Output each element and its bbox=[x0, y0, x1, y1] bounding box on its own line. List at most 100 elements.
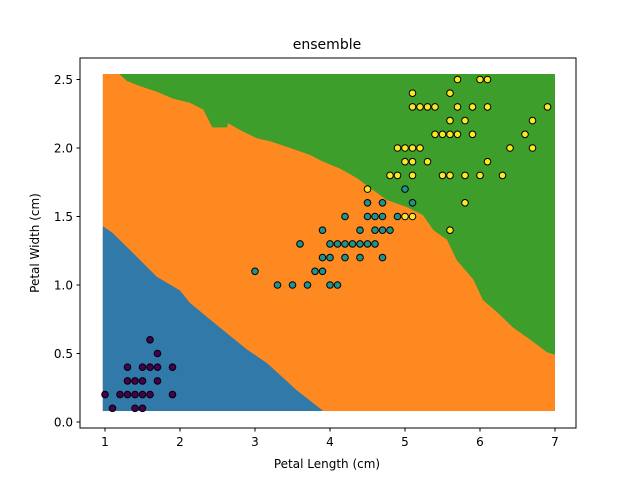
data-point-class-2 bbox=[446, 89, 454, 97]
data-point-class-2 bbox=[483, 157, 492, 166]
data-point-class-2 bbox=[446, 226, 454, 234]
data-point-class-2 bbox=[438, 171, 447, 180]
data-point-class-0 bbox=[123, 390, 132, 399]
y-axis-ticks: 0.0 0.5 1.0 1.5 2.0 2.5 bbox=[54, 73, 80, 430]
data-point-class-1 bbox=[273, 281, 282, 289]
data-point-class-0 bbox=[153, 377, 162, 385]
data-point-class-1 bbox=[386, 226, 394, 234]
data-point-class-1 bbox=[318, 226, 327, 234]
data-point-class-2 bbox=[401, 157, 409, 166]
data-point-class-2 bbox=[506, 144, 514, 152]
data-point-class-0 bbox=[116, 390, 124, 399]
data-point-class-1 bbox=[356, 226, 364, 234]
chart-title: ensemble bbox=[293, 37, 361, 53]
y-tick-label: 2.5 bbox=[54, 73, 73, 87]
data-point-class-2 bbox=[453, 103, 462, 111]
data-point-class-0 bbox=[123, 377, 132, 385]
y-tick-label: 0.0 bbox=[54, 416, 73, 430]
data-point-class-2 bbox=[476, 171, 484, 180]
data-point-class-1 bbox=[288, 281, 297, 289]
data-point-class-2 bbox=[446, 116, 454, 125]
data-point-class-2 bbox=[408, 89, 417, 97]
data-point-class-2 bbox=[431, 103, 439, 111]
data-point-class-2 bbox=[446, 130, 454, 139]
data-point-class-1 bbox=[303, 281, 312, 289]
data-point-class-1 bbox=[371, 212, 379, 221]
data-point-class-1 bbox=[393, 212, 402, 221]
data-point-class-2 bbox=[461, 171, 469, 180]
data-point-class-1 bbox=[378, 212, 387, 221]
data-point-class-0 bbox=[146, 390, 154, 399]
data-point-class-2 bbox=[498, 171, 507, 180]
x-tick-label: 5 bbox=[401, 435, 409, 449]
data-point-class-2 bbox=[483, 103, 492, 111]
data-point-class-1 bbox=[326, 281, 334, 289]
data-point-class-2 bbox=[408, 103, 417, 111]
data-point-class-0 bbox=[123, 363, 132, 372]
data-point-class-0 bbox=[138, 377, 147, 385]
data-point-class-0 bbox=[108, 404, 117, 413]
data-point-class-2 bbox=[386, 171, 394, 180]
data-point-class-2 bbox=[363, 185, 372, 193]
data-point-class-0 bbox=[168, 390, 177, 399]
data-point-class-2 bbox=[461, 199, 469, 207]
data-point-class-2 bbox=[423, 103, 432, 111]
axes-frame bbox=[79, 57, 577, 429]
data-point-class-2 bbox=[528, 144, 537, 152]
data-point-class-2 bbox=[483, 75, 492, 84]
data-point-class-1 bbox=[326, 253, 334, 262]
data-point-class-1 bbox=[341, 253, 349, 262]
data-point-class-2 bbox=[408, 212, 417, 221]
data-point-class-2 bbox=[446, 171, 454, 180]
y-tick-label: 1.5 bbox=[54, 210, 73, 224]
data-point-class-1 bbox=[371, 226, 379, 234]
y-tick-label: 1.0 bbox=[54, 279, 73, 293]
data-point-class-2 bbox=[453, 130, 462, 139]
x-tick-label: 2 bbox=[176, 435, 184, 449]
data-point-class-1 bbox=[251, 267, 259, 276]
data-point-class-1 bbox=[318, 253, 327, 262]
data-point-class-2 bbox=[416, 144, 424, 152]
data-point-class-1 bbox=[371, 240, 379, 248]
data-point-class-2 bbox=[401, 212, 409, 221]
x-tick-label: 4 bbox=[326, 435, 334, 449]
y-tick-label: 2.0 bbox=[54, 142, 73, 156]
data-point-class-1 bbox=[311, 267, 319, 276]
x-axis-label: Petal Length (cm) bbox=[274, 457, 380, 471]
data-point-class-2 bbox=[543, 103, 552, 111]
data-point-class-0 bbox=[146, 336, 154, 344]
data-point-class-1 bbox=[356, 240, 364, 248]
data-points bbox=[101, 75, 552, 413]
data-point-class-2 bbox=[393, 171, 402, 180]
data-point-class-2 bbox=[401, 144, 409, 152]
data-point-class-2 bbox=[408, 144, 417, 152]
data-point-class-0 bbox=[138, 390, 147, 399]
data-point-class-2 bbox=[423, 157, 432, 166]
data-point-class-1 bbox=[378, 199, 387, 207]
data-point-class-0 bbox=[131, 390, 139, 399]
data-point-class-0 bbox=[146, 363, 154, 372]
data-point-class-1 bbox=[378, 253, 387, 262]
data-point-class-2 bbox=[476, 75, 484, 84]
data-point-class-1 bbox=[356, 253, 364, 262]
x-tick-label: 3 bbox=[251, 435, 259, 449]
data-point-class-0 bbox=[153, 349, 162, 358]
data-point-class-2 bbox=[521, 130, 529, 139]
data-point-class-2 bbox=[438, 130, 447, 139]
data-point-class-1 bbox=[326, 240, 334, 248]
data-point-class-1 bbox=[333, 281, 342, 289]
data-point-class-2 bbox=[453, 75, 462, 84]
data-point-class-1 bbox=[333, 240, 342, 248]
data-point-class-2 bbox=[431, 130, 439, 139]
x-tick-label: 7 bbox=[551, 435, 559, 449]
data-point-class-0 bbox=[131, 377, 139, 385]
data-point-class-0 bbox=[168, 363, 177, 372]
data-point-class-1 bbox=[401, 185, 409, 193]
data-point-class-1 bbox=[408, 199, 417, 207]
data-point-class-1 bbox=[363, 212, 372, 221]
y-axis-label: Petal Width (cm) bbox=[28, 193, 42, 293]
data-point-class-2 bbox=[393, 144, 402, 152]
data-point-class-1 bbox=[341, 240, 349, 248]
data-point-class-2 bbox=[416, 103, 424, 111]
